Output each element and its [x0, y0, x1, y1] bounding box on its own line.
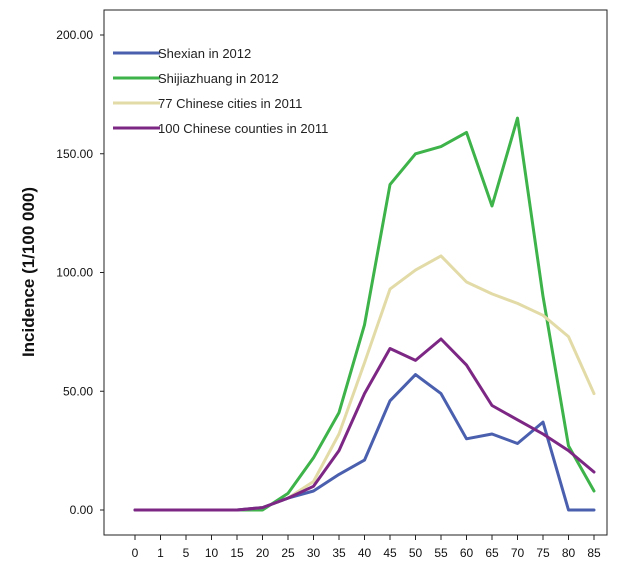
- series-line-1: [133, 116, 596, 512]
- y-tick-label: 50.00: [63, 384, 93, 398]
- x-tick-label: 50: [409, 546, 423, 560]
- legend-label: 77 Chinese cities in 2011: [158, 96, 302, 111]
- x-tick-label: 0: [132, 546, 139, 560]
- y-tick-label: 200.00: [56, 28, 93, 42]
- x-tick-label: 25: [281, 546, 295, 560]
- x-tick-label: 30: [307, 546, 321, 560]
- series-lines: [133, 116, 596, 512]
- x-tick-label: 35: [332, 546, 346, 560]
- x-tick-label: 1: [157, 546, 164, 560]
- series-line-3: [133, 337, 596, 512]
- x-tick-label: 55: [434, 546, 448, 560]
- x-tick-label: 20: [256, 546, 270, 560]
- y-axis-title: Incidence (1/100 000): [19, 187, 38, 357]
- x-tick-label: 80: [562, 546, 576, 560]
- x-tick-label: 45: [383, 546, 397, 560]
- x-tick-label: 15: [230, 546, 244, 560]
- x-tick-label: 70: [511, 546, 525, 560]
- legend-label: Shexian in 2012: [158, 46, 251, 61]
- y-tick-label: 150.00: [56, 147, 93, 161]
- legend-label: Shijiazhuang in 2012: [158, 71, 279, 86]
- x-tick-label: 40: [358, 546, 372, 560]
- x-tick-label: 10: [205, 546, 219, 560]
- x-tick-label: 65: [485, 546, 499, 560]
- y-tick-label: 100.00: [56, 266, 93, 280]
- x-axis: 0 1 5 10 15 20 25 30 35 40 45 50 55 60 65 70 75 80 85: [132, 535, 601, 560]
- y-tick-label: 0.00: [70, 503, 94, 517]
- y-axis: 0.00 50.00 100.00 150.00 200.00: [56, 28, 104, 517]
- x-tick-label: 60: [460, 546, 474, 560]
- legend-label: 100 Chinese counties in 2011: [158, 121, 328, 136]
- x-tick-label: 75: [536, 546, 550, 560]
- x-tick-label: 5: [183, 546, 190, 560]
- plot-frame: [103, 9, 608, 536]
- legend: Shexian in 2012 Shijiazhuang in 2012 77 Ch…: [113, 46, 328, 136]
- series-line-2: [133, 254, 596, 512]
- x-tick-label: 85: [587, 546, 601, 560]
